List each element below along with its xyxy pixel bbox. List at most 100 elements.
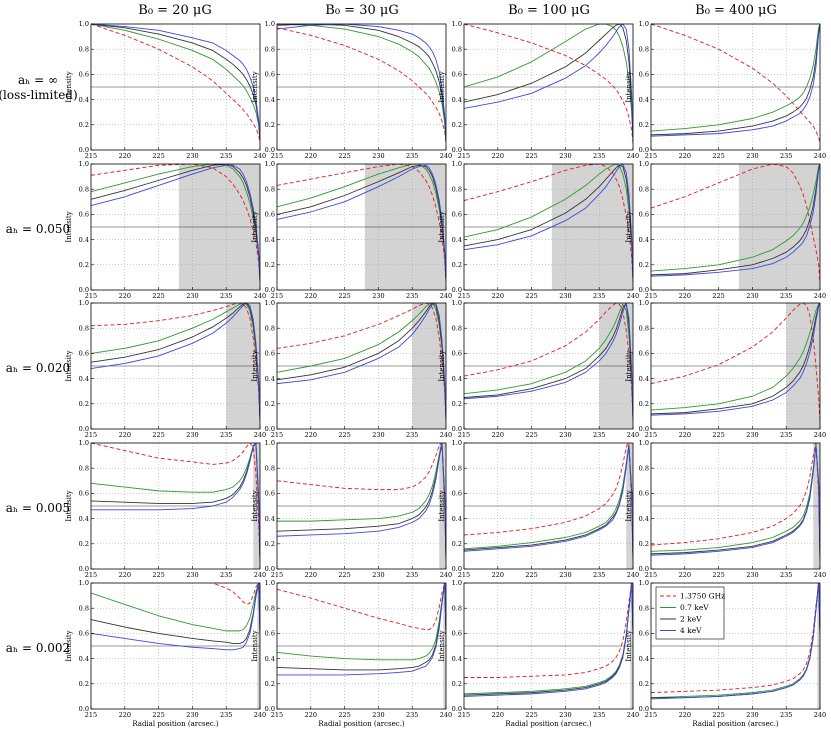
y-tick-label: 0.2 [452,121,462,129]
y-tick-label: 0.6 [79,630,89,638]
x-tick-label: 235 [220,431,232,439]
y-tick-label: 0.2 [639,680,649,688]
x-tick-label: 225 [152,292,164,300]
y-tick-label: 1.0 [639,579,649,587]
y-tick-label: 0.6 [639,71,649,79]
y-tick-label: 0.6 [265,490,275,498]
x-tick-label: 225 [338,571,350,579]
axes-frame [276,582,447,710]
y-tick-label: 0.8 [265,185,275,193]
x-tick-label: 230 [746,711,758,719]
x-tick-label: 230 [186,431,198,439]
y-tick-label: 0.0 [265,146,275,154]
y-tick-label: 0.2 [79,540,89,548]
y-tick-label: 0.8 [79,185,89,193]
x-tick-label: 225 [152,431,164,439]
x-tick-label: 235 [780,711,792,719]
x-tick-label: 220 [679,152,691,160]
y-tick-label: 0.6 [452,630,462,638]
series-line [277,303,446,419]
y-tick-label: 0.2 [265,261,275,269]
x-tick-label: 215 [271,711,283,719]
y-tick-label: 0.8 [452,324,462,332]
y-tick-label: 0.0 [639,565,649,573]
series-line [651,443,820,562]
x-tick-label: 220 [305,431,317,439]
y-tick-label: 1.0 [639,299,649,307]
x-tick-label: 215 [458,431,470,439]
x-tick-label: 225 [525,711,537,719]
axes-frame [276,163,447,291]
y-tick-label: 0.2 [639,121,649,129]
y-tick-label: 0.0 [639,705,649,713]
y-tick-label: 0.4 [265,375,275,383]
y-tick-label: 0.8 [452,185,462,193]
series-line [91,164,260,280]
y-tick-label: 0.8 [265,45,275,53]
y-tick-label: 0.8 [79,464,89,472]
series-line [277,164,446,282]
series-line [464,24,633,142]
x-tick-label: 235 [406,711,418,719]
y-tick-label: 0.2 [79,680,89,688]
y-tick-label: 0.2 [452,540,462,548]
x-tick-label: 235 [406,152,418,160]
x-tick-label: 225 [525,571,537,579]
x-tick-label: 235 [593,431,605,439]
y-axis-label: Intensity [251,71,259,102]
y-tick-label: 0.8 [265,464,275,472]
y-tick-label: 0.8 [79,45,89,53]
y-tick-label: 0.8 [452,604,462,612]
y-tick-label: 0.2 [452,261,462,269]
x-tick-label: 230 [186,152,198,160]
y-tick-label: 0.4 [639,236,649,244]
y-tick-label: 1.0 [452,439,462,447]
series-line [464,24,633,144]
y-tick-label: 0.0 [265,425,275,433]
y-tick-label: 0.4 [452,515,462,523]
x-tick-label: 240 [254,431,266,439]
y-tick-label: 0.0 [79,146,89,154]
y-tick-label: 0.6 [452,211,462,219]
series-line [651,164,820,283]
panel: 0.0 0.2 0.4 0.6 0.8 1.0 215 220 225 230 235 240 Inte… [251,439,452,579]
x-tick-label: 215 [85,152,97,160]
series-line [91,583,260,651]
x-tick-label: 220 [492,431,504,439]
y-tick-label: 0.6 [452,490,462,498]
x-tick-label: 225 [152,711,164,719]
x-tick-label: 235 [593,152,605,160]
y-axis-label: Intensity [438,350,446,381]
y-tick-label: 0.4 [265,96,275,104]
y-tick-label: 0.8 [452,45,462,53]
legend-label: 1.3750 GHz [680,592,725,601]
y-tick-label: 1.0 [265,299,275,307]
x-tick-label: 220 [119,431,131,439]
axes-frame [650,442,821,570]
x-tick-label: 225 [338,711,350,719]
y-tick-label: 1.0 [639,439,649,447]
x-tick-label: 230 [559,571,571,579]
y-tick-label: 0.2 [265,400,275,408]
x-tick-label: 235 [780,152,792,160]
series-line [277,303,446,421]
series-line [91,24,260,140]
x-tick-label: 220 [492,571,504,579]
x-tick-label: 220 [492,152,504,160]
axes-frame [463,582,634,710]
y-tick-label: 0.4 [79,655,89,663]
x-tick-label: 230 [186,571,198,579]
x-tick-label: 220 [679,571,691,579]
y-tick-label: 0.6 [79,350,89,358]
y-tick-label: 0.6 [265,211,275,219]
series-line [464,164,633,282]
axes-frame [90,582,261,710]
x-tick-label: 225 [525,431,537,439]
y-axis-label: Intensity [251,490,259,521]
x-axis-label: Radial position (arcsec.) [132,720,219,728]
panel: 0.0 0.2 0.4 0.6 0.8 1.0 215 220 225 230 235 240 Inte… [625,299,826,439]
panel: 0.0 0.2 0.4 0.6 0.8 1.0 215 220 225 230 235 240 Inte… [251,299,452,439]
y-tick-label: 0.6 [639,211,649,219]
x-tick-label: 235 [593,571,605,579]
series-line [651,24,820,132]
